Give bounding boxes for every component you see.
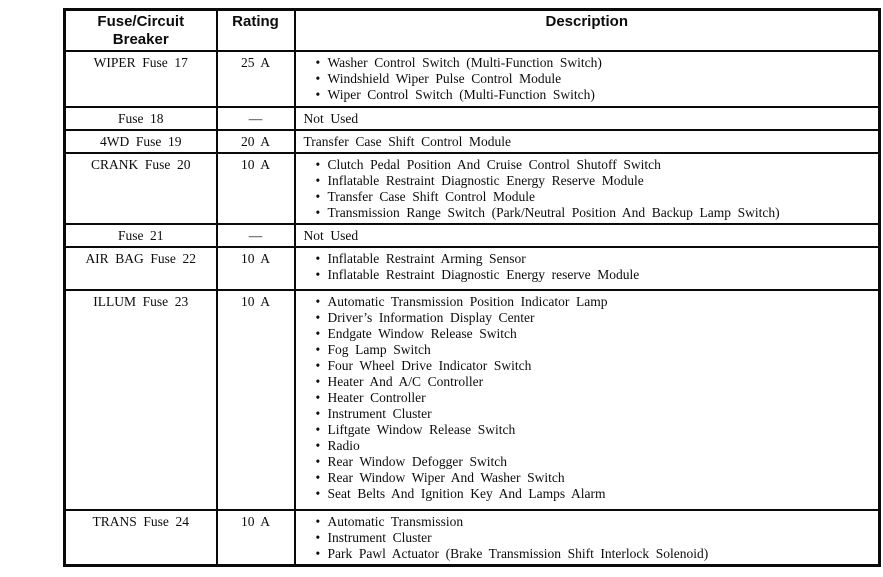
description-bullet: Seat Belts And Ignition Key And Lamps Al… [304,486,873,502]
description-cell: Inflatable Restraint Arming Sensor Infla… [293,246,881,291]
fuse-cell: TRANS Fuse 24 [63,509,218,567]
table-row-illum-fuse-23: ILLUM Fuse 23 10 A Automatic Transmissio… [63,289,881,511]
table-row-4wd-fuse-19: 4WD Fuse 19 20 A Transfer Case Shift Con… [63,129,881,154]
table-row-fuse-18: Fuse 18 — Not Used [63,106,881,131]
description-cell: Automatic Transmission Instrument Cluste… [293,509,881,567]
column-header-fuse-circuit-breaker: Fuse/Circuit Breaker [63,8,218,52]
rating-cell: 10 A [215,289,296,511]
table-row-fuse-21: Fuse 21 — Not Used [63,223,881,248]
rating-cell: 10 A [215,152,296,225]
description-bullet: Washer Control Switch (Multi-Function Sw… [304,55,873,71]
description-bullet: Driver’s Information Display Center [304,310,873,326]
rating-cell: 10 A [215,509,296,567]
description-bullet: Automatic Transmission Position Indicato… [304,294,873,310]
table-row-wiper-fuse-17: WIPER Fuse 17 25 A Washer Control Switch… [63,50,881,108]
description-bullet: Inflatable Restraint Diagnostic Energy r… [304,267,873,283]
fuse-cell: WIPER Fuse 17 [63,50,218,108]
rating-cell: 20 A [215,129,296,154]
description-bullet: Four Wheel Drive Indicator Switch [304,358,873,374]
description-bullet: Instrument Cluster [304,530,873,546]
description-cell: Transfer Case Shift Control Module [293,129,881,154]
header-row: Fuse/Circuit Breaker Rating Description [63,8,881,52]
description-bullet: Clutch Pedal Position And Cruise Control… [304,157,873,173]
fuse-cell: 4WD Fuse 19 [63,129,218,154]
description-cell: Automatic Transmission Position Indicato… [293,289,881,511]
description-cell: Not Used [293,223,881,248]
description-bullet: Fog Lamp Switch [304,342,873,358]
description-bullet: Heater And A/C Controller [304,374,873,390]
description-cell: Not Used [293,106,881,131]
column-header-rating: Rating [215,8,296,52]
description-bullet: Inflatable Restraint Arming Sensor [304,251,873,267]
description-bullet: Rear Window Defogger Switch [304,454,873,470]
description-bullet: Heater Controller [304,390,873,406]
description-bullet: Transmission Range Switch (Park/Neutral … [304,205,873,221]
rating-cell: 10 A [215,246,296,291]
description-cell: Washer Control Switch (Multi-Function Sw… [293,50,881,108]
description-bullet: Instrument Cluster [304,406,873,422]
rating-cell: — [215,106,296,131]
description-bullet: Transfer Case Shift Control Module [304,189,873,205]
fuse-cell: Fuse 18 [63,106,218,131]
fuse-cell: AIR BAG Fuse 22 [63,246,218,291]
table-row-trans-fuse-24: TRANS Fuse 24 10 A Automatic Transmissio… [63,509,881,567]
description-bullet: Radio [304,438,873,454]
column-header-description: Description [293,8,881,52]
table-row-crank-fuse-20: CRANK Fuse 20 10 A Clutch Pedal Position… [63,152,881,225]
description-bullet: Wiper Control Switch (Multi-Function Swi… [304,87,873,103]
description-bullet: Liftgate Window Release Switch [304,422,873,438]
description-cell: Clutch Pedal Position And Cruise Control… [293,152,881,225]
table-row-air-bag-fuse-22: AIR BAG Fuse 22 10 A Inflatable Restrain… [63,246,881,291]
description-bullet: Automatic Transmission [304,514,873,530]
fuse-cell: ILLUM Fuse 23 [63,289,218,511]
description-bullet: Inflatable Restraint Diagnostic Energy R… [304,173,873,189]
fuse-cell: CRANK Fuse 20 [63,152,218,225]
description-bullet: Windshield Wiper Pulse Control Module [304,71,873,87]
description-bullet: Endgate Window Release Switch [304,326,873,342]
description-bullet: Park Pawl Actuator (Brake Transmission S… [304,546,873,562]
rating-cell: 25 A [215,50,296,108]
description-bullet: Rear Window Wiper And Washer Switch [304,470,873,486]
fuse-cell: Fuse 21 [63,223,218,248]
rating-cell: — [215,223,296,248]
fuse-circuit-breaker-table: Fuse/Circuit Breaker Rating Description … [63,8,881,567]
